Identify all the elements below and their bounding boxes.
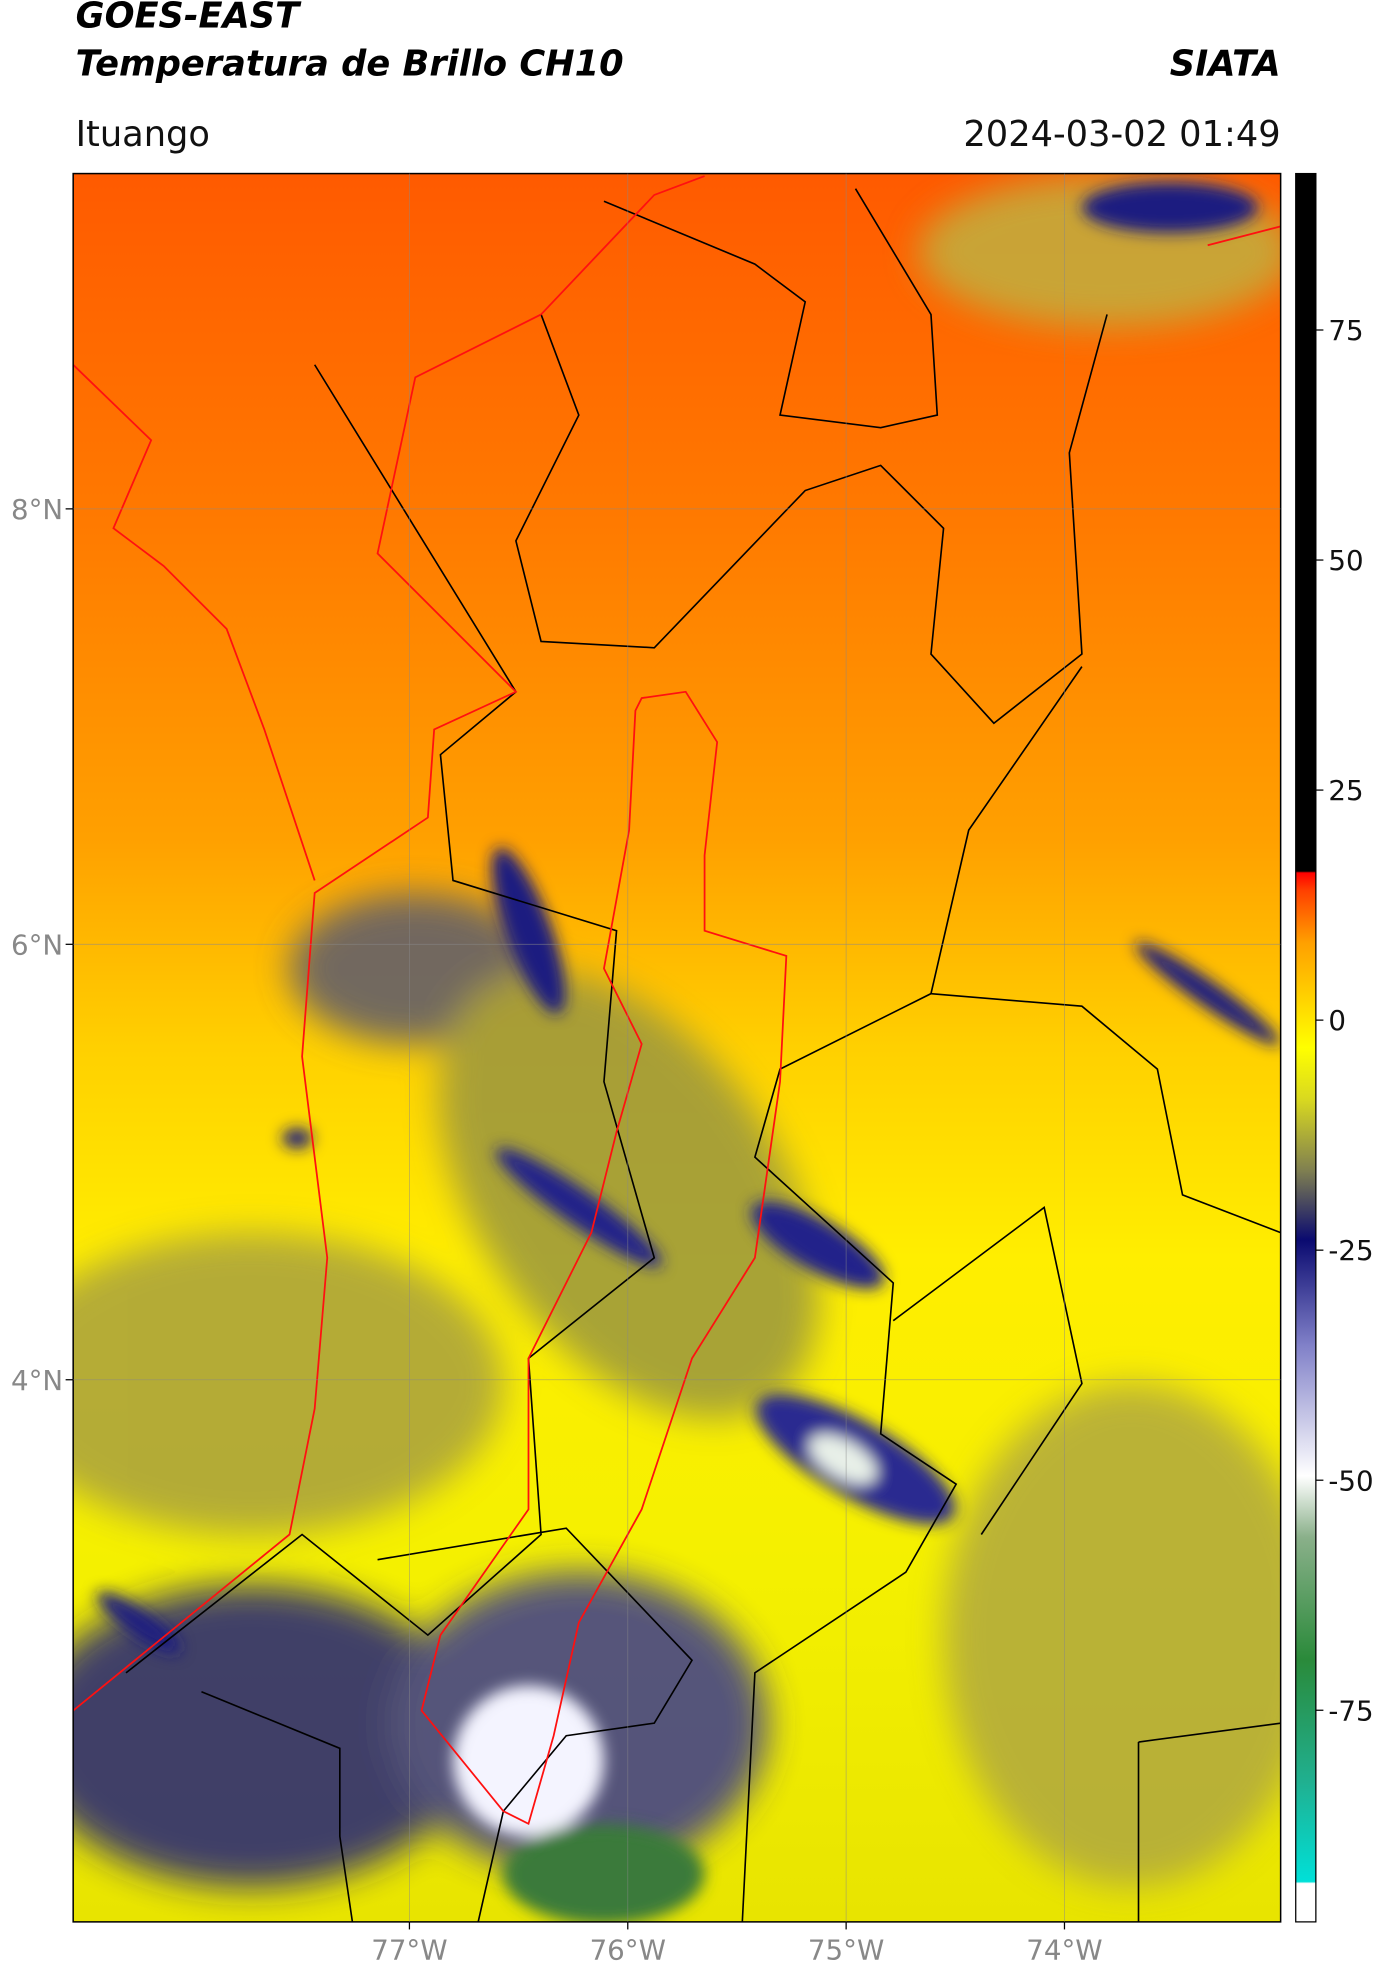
satellite-image	[73, 173, 1281, 1922]
colorbar-tick-label: -75	[1328, 1694, 1373, 1727]
colorbar-tick-label: 25	[1328, 774, 1363, 807]
y-tick-label: 4°N	[11, 1364, 63, 1397]
x-tick-label: 76°W	[590, 1934, 666, 1967]
subtitle: Temperatura de Brillo CH10	[76, 43, 624, 84]
map-frame	[72, 172, 1282, 1923]
colorbar-tick-label: 50	[1328, 544, 1363, 577]
y-tick-label: 6°N	[11, 928, 63, 961]
colorbar-tick-label: 75	[1328, 314, 1363, 347]
location: Ituango	[76, 114, 210, 155]
x-tick-label: 77°W	[371, 1934, 447, 1967]
colorbar-tick-label: -25	[1328, 1234, 1373, 1267]
colorbar-tick-label: -50	[1328, 1464, 1373, 1497]
colorbar-tick-label: 0	[1328, 1004, 1346, 1037]
colorbar-ticks: -75 -50 -25 0 25 50 75	[1315, 314, 1374, 1727]
datetime: 2024-03-02 01:49	[963, 114, 1280, 155]
x-tick-label: 74°W	[1026, 1934, 1102, 1967]
source: SIATA	[1170, 43, 1281, 84]
title: GOES-EAST	[76, 0, 302, 37]
y-tick-label: 8°N	[11, 493, 63, 526]
graticule: 77°W 76°W 75°W 74°W 4°N 6°N 8°N	[11, 173, 1281, 1967]
colorbar	[1295, 172, 1317, 1923]
x-tick-label: 75°W	[808, 1934, 884, 1967]
